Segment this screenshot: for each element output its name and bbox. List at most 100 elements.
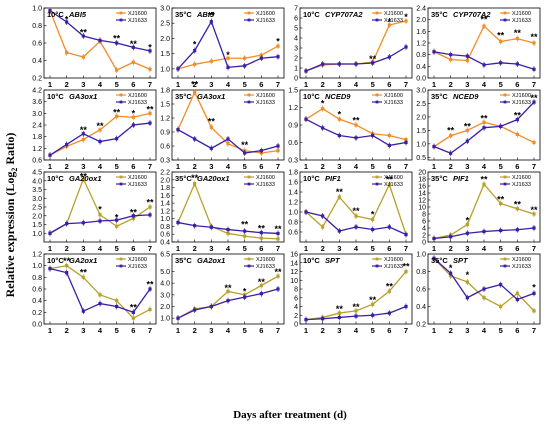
data-point bbox=[115, 304, 119, 309]
y-tick-label: 20 bbox=[418, 170, 426, 177]
data-point bbox=[387, 225, 391, 229]
significance-mark: ** bbox=[208, 11, 216, 21]
data-point bbox=[226, 56, 230, 60]
panel-temperature: 10°C bbox=[303, 174, 320, 183]
y-tick-label: 2.4 bbox=[32, 123, 42, 130]
x-tick-label: 1 bbox=[304, 80, 308, 89]
significance-mark: * bbox=[98, 205, 102, 215]
y-tick-label: 18 bbox=[418, 177, 426, 184]
significance-mark: ** bbox=[464, 121, 472, 131]
significance-mark: ** bbox=[146, 198, 154, 208]
data-point bbox=[209, 304, 213, 309]
y-tick-label: 0.2 bbox=[32, 310, 42, 317]
panel-temperature: 10°C bbox=[303, 10, 320, 19]
data-point bbox=[259, 149, 263, 153]
data-point bbox=[243, 64, 247, 68]
y-tick-label: 1.5 bbox=[160, 51, 170, 58]
data-point bbox=[515, 118, 519, 122]
legend-marker bbox=[119, 264, 123, 268]
significance-mark: ** bbox=[241, 140, 249, 150]
legend-label-xj1633: XJ1633 bbox=[384, 100, 403, 106]
panel-temperature: 10°C bbox=[47, 92, 64, 101]
panel-gene-name: GA3ox1 bbox=[197, 92, 225, 101]
data-point bbox=[148, 213, 152, 217]
data-point bbox=[98, 213, 102, 217]
y-tick-label: 3.6 bbox=[32, 99, 42, 106]
panel-gene-name: CYP707A2 bbox=[453, 10, 491, 19]
panel-gene-name: CYP707A2 bbox=[325, 10, 363, 19]
data-point bbox=[176, 316, 180, 320]
data-point bbox=[98, 128, 102, 132]
data-point bbox=[449, 53, 453, 57]
data-point bbox=[131, 45, 135, 49]
x-tick-label: 7 bbox=[148, 326, 152, 335]
x-tick-label: 3 bbox=[465, 326, 469, 335]
x-tick-label: 1 bbox=[48, 162, 52, 171]
y-tick-label: 0.0 bbox=[32, 322, 42, 329]
data-point bbox=[148, 307, 152, 312]
y-tick-label: 0.6 bbox=[288, 230, 298, 237]
x-tick-label: 5 bbox=[499, 326, 503, 335]
x-tick-label: 1 bbox=[176, 244, 180, 253]
legend-marker bbox=[247, 11, 251, 15]
x-tick-label: 3 bbox=[209, 162, 213, 171]
legend-marker bbox=[375, 100, 379, 104]
legend-label-xj1633: XJ1633 bbox=[256, 264, 275, 270]
panel-temperature: 10°C bbox=[47, 10, 64, 19]
data-point bbox=[81, 34, 85, 38]
significance-mark: ** bbox=[530, 93, 538, 103]
x-tick-label: 2 bbox=[449, 162, 453, 171]
data-point bbox=[387, 55, 391, 59]
data-point bbox=[337, 311, 341, 315]
data-point bbox=[276, 144, 280, 148]
significance-mark: ** bbox=[336, 304, 344, 314]
y-tick-label: 1.4 bbox=[288, 190, 298, 197]
x-tick-label: 7 bbox=[532, 80, 536, 89]
legend-label-xj1600: XJ1600 bbox=[128, 93, 147, 99]
significance-mark: * bbox=[466, 270, 470, 280]
data-point bbox=[148, 287, 152, 291]
x-tick-label: 3 bbox=[81, 80, 85, 89]
x-tick-label: 2 bbox=[449, 326, 453, 335]
data-point bbox=[98, 139, 102, 144]
y-tick-label: 1.0 bbox=[160, 316, 170, 323]
panel-ga3ox1-10c: 0.61.21.82.43.03.64.21 2 3 4 5 6 7** **** * **10°… bbox=[32, 88, 157, 171]
significance-mark: ** bbox=[480, 15, 488, 25]
y-tick-label: 2 bbox=[294, 313, 298, 320]
panel-temperature: 35°C bbox=[175, 256, 192, 265]
panel-nced9-10c: 0.30.60.91.21.51 2 3 4 5 6 7****10°C NCED9 XJ160… bbox=[288, 88, 413, 171]
legend-label-xj1600: XJ1600 bbox=[256, 11, 275, 17]
significance-mark: * bbox=[338, 110, 342, 120]
x-tick-label: 2 bbox=[65, 162, 69, 171]
y-axis-title: Relative expression (Log2 Ratio) bbox=[3, 133, 19, 298]
panel-temperature: 10°C bbox=[303, 256, 320, 265]
legend-marker bbox=[247, 100, 251, 104]
legend-marker bbox=[247, 18, 251, 22]
legend-marker bbox=[119, 182, 123, 186]
x-tick-label: 6 bbox=[259, 162, 263, 171]
significance-mark: ** bbox=[258, 223, 266, 233]
x-tick-label: 7 bbox=[404, 326, 408, 335]
significance-mark: ** bbox=[386, 281, 394, 291]
data-point bbox=[465, 139, 469, 143]
data-point bbox=[321, 107, 325, 111]
y-tick-label: 2.5 bbox=[416, 101, 426, 108]
panel-ga20ox1-10c: 1.01.52.02.53.03.54.04.51 2 3 4 5 6 7********1… bbox=[32, 170, 157, 253]
data-point bbox=[304, 69, 308, 73]
y-tick-label: 2.5 bbox=[32, 205, 42, 212]
x-tick-label: 1 bbox=[432, 80, 436, 89]
data-point bbox=[81, 275, 85, 279]
data-point bbox=[65, 271, 69, 275]
data-point bbox=[304, 210, 308, 214]
x-tick-label: 3 bbox=[337, 244, 341, 253]
panel-gene-name: GA3ox1 bbox=[69, 92, 97, 101]
panel-gene-name: GA2ox1 bbox=[197, 256, 225, 265]
x-tick-label: 6 bbox=[259, 244, 263, 253]
panel-ga2ox1-35c: 1.02.03.04.05.06.51 2 3 4 5 6 7** *****35°C GA2o… bbox=[160, 252, 285, 335]
legend-marker bbox=[247, 182, 251, 186]
panel-gene-name: SPT bbox=[325, 256, 341, 265]
data-point bbox=[98, 293, 102, 297]
x-tick-label: 4 bbox=[226, 162, 231, 171]
significance-mark: ** bbox=[241, 220, 249, 230]
